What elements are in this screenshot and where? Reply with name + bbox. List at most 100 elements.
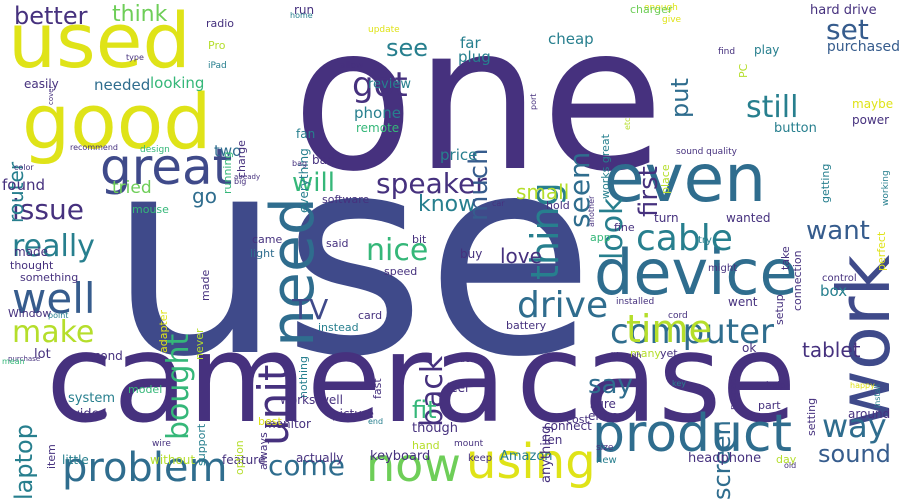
- word: think: [112, 2, 168, 27]
- word: hard drive: [810, 3, 877, 18]
- word: camera: [46, 308, 507, 450]
- word: review: [368, 77, 411, 92]
- word: headphone: [688, 451, 762, 466]
- word: feel: [446, 381, 469, 395]
- word: computer: [610, 312, 774, 352]
- word: cheap: [548, 30, 594, 48]
- word: better: [14, 2, 88, 30]
- word: wanted: [726, 211, 771, 225]
- word: needed: [94, 76, 151, 94]
- word: make: [12, 315, 95, 350]
- word: still: [746, 90, 799, 125]
- word: speaker: [376, 167, 487, 200]
- word: speed: [384, 265, 418, 278]
- word: see: [386, 34, 429, 62]
- word: another: [587, 195, 596, 227]
- word: adapter: [157, 309, 170, 353]
- word: try: [698, 235, 712, 246]
- word: home: [290, 11, 313, 20]
- word: came: [252, 233, 283, 246]
- word: update: [368, 25, 400, 35]
- word: device: [594, 236, 798, 309]
- word: without: [150, 453, 196, 467]
- word: case: [516, 308, 797, 450]
- word: always: [257, 432, 270, 470]
- word: support: [195, 423, 208, 466]
- word: two: [214, 142, 242, 160]
- word: car: [492, 199, 505, 208]
- word: bit: [412, 233, 427, 246]
- word: keep: [468, 453, 493, 464]
- word: want: [806, 216, 870, 246]
- word: tried: [112, 178, 152, 198]
- word: setting: [805, 397, 818, 436]
- word: either: [588, 409, 624, 423]
- word: sure: [590, 397, 616, 411]
- word: video: [72, 407, 108, 422]
- word: plug: [458, 48, 491, 66]
- word: lot: [34, 347, 51, 362]
- word: works great: [599, 134, 612, 199]
- word: looking: [150, 74, 205, 92]
- word: app: [590, 231, 611, 244]
- word: option: [233, 440, 246, 475]
- word: port: [529, 93, 538, 110]
- word: iPad: [208, 61, 227, 71]
- word: point: [48, 311, 69, 320]
- word: run: [294, 3, 315, 17]
- word: maybe: [852, 97, 894, 111]
- word: used: [8, 0, 191, 85]
- word: old: [784, 461, 797, 470]
- word: type: [126, 53, 144, 62]
- word: good: [22, 77, 212, 166]
- word: battery: [506, 319, 547, 332]
- word: remote: [356, 121, 400, 135]
- word: len: [544, 433, 563, 447]
- word: getting: [819, 163, 832, 203]
- word: enough: [644, 3, 678, 13]
- word: turn: [654, 211, 679, 225]
- word: Window: [8, 307, 52, 320]
- word: easily: [24, 77, 59, 91]
- word: product: [592, 404, 793, 464]
- word: set: [826, 13, 869, 46]
- word: cover: [47, 85, 55, 105]
- word: cord: [668, 311, 688, 321]
- word: wire: [152, 439, 171, 449]
- word: control: [822, 273, 857, 284]
- word: many: [630, 347, 661, 360]
- word: monitor: [264, 417, 311, 431]
- word: TV: [292, 293, 329, 326]
- word: side: [452, 355, 471, 365]
- word: key: [672, 379, 687, 388]
- word: works well: [280, 393, 343, 407]
- word: day: [776, 453, 797, 466]
- word: power: [852, 113, 890, 127]
- word: small: [516, 180, 570, 204]
- word: far: [460, 34, 481, 52]
- word: use: [108, 97, 595, 417]
- word: never: [193, 328, 206, 360]
- word: got: [352, 65, 408, 105]
- word: picture: [332, 407, 374, 421]
- word: Pro: [208, 39, 226, 52]
- word: yet: [660, 347, 678, 360]
- word: connect: [544, 419, 592, 433]
- word: buy: [460, 247, 483, 261]
- word: fast: [371, 378, 384, 399]
- word: made: [199, 269, 212, 301]
- word: best: [258, 415, 282, 428]
- word: Amazon: [500, 449, 553, 464]
- word: love: [500, 244, 542, 268]
- word: though: [412, 421, 459, 436]
- word: help: [766, 381, 786, 391]
- word: phone: [354, 104, 401, 122]
- word: made: [14, 245, 49, 259]
- word: around: [848, 407, 891, 421]
- word: fan: [296, 127, 316, 141]
- word: color: [14, 163, 34, 172]
- word: software: [322, 193, 370, 206]
- word: bag: [292, 159, 308, 168]
- word: will: [292, 168, 335, 198]
